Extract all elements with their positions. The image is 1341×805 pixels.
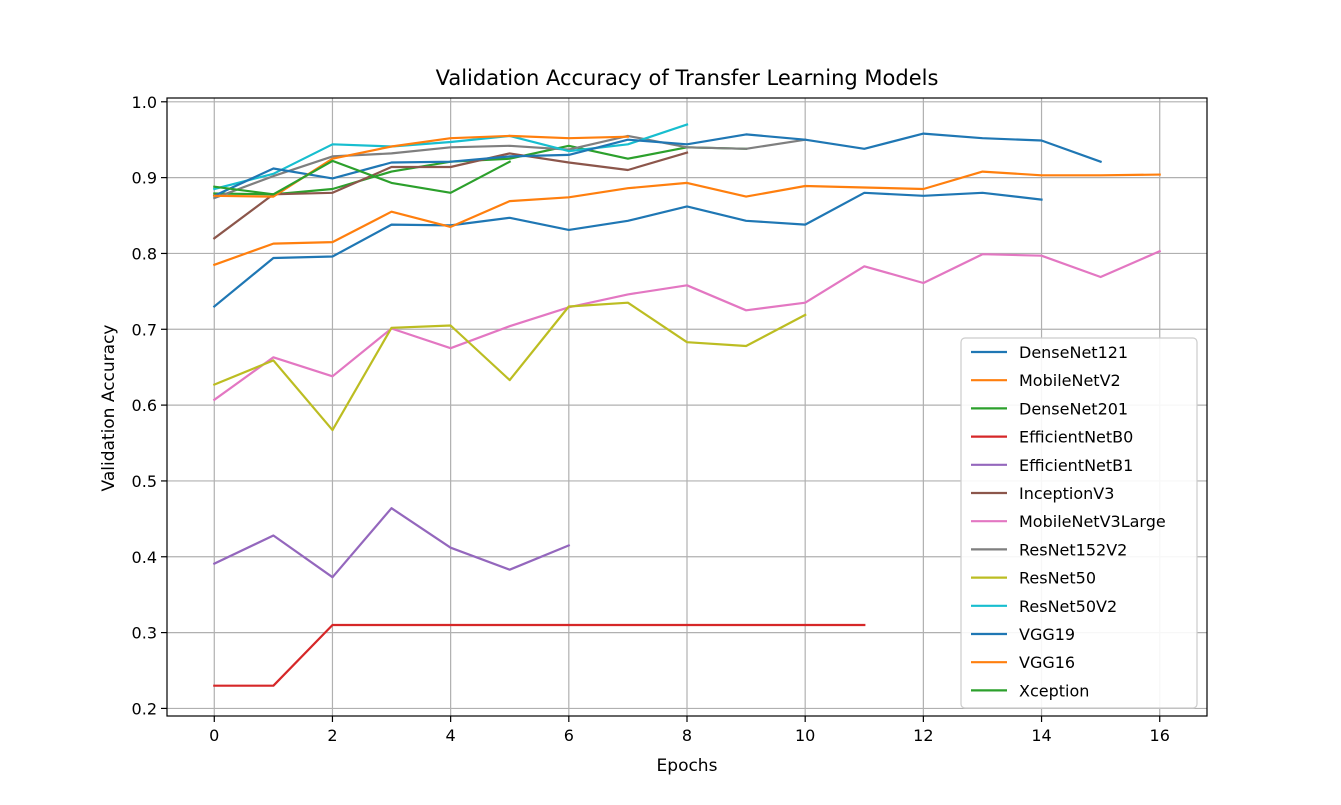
series-line-vgg16	[213, 134, 630, 198]
legend-label-efficientnetb0: EfficientNetB0	[1019, 428, 1133, 447]
legend-label-resnet50: ResNet50	[1019, 569, 1096, 588]
legend-label-xception: Xception	[1019, 681, 1089, 700]
legend-label-resnet50v2: ResNet50V2	[1019, 597, 1117, 616]
series-line-vgg19	[212, 132, 1103, 198]
x-tick-label: 2	[327, 726, 337, 745]
series-line-efficientnetb1	[212, 507, 571, 579]
series-line-xception	[213, 159, 512, 196]
series-line-mobilenetv2	[212, 170, 1161, 267]
series-line-densenet121	[212, 191, 1043, 309]
y-tick-label: 0.7	[132, 320, 157, 339]
y-tick-label: 0.6	[132, 396, 157, 415]
x-axis-label: Epochs	[657, 756, 718, 776]
legend-label-vgg16: VGG16	[1019, 653, 1075, 672]
series-line-resnet50v2	[212, 123, 689, 191]
legend-label-inceptionv3: InceptionV3	[1019, 484, 1114, 503]
y-tick-label: 0.3	[132, 624, 157, 643]
legend-label-efficientnetb1: EfficientNetB1	[1019, 456, 1133, 475]
axis-ticks: 0 2 4 6 8 10 12 14 16 0.2 0.3 0.4 0.5 0.6 0.7 0.8 0.9 1.0	[132, 93, 1170, 745]
y-axis-label: Validation Accuracy	[99, 325, 119, 492]
x-tick-label: 14	[1031, 726, 1051, 745]
series-line-resnet152v2	[212, 134, 807, 200]
y-tick-label: 0.2	[132, 699, 157, 718]
x-tick-label: 6	[564, 726, 574, 745]
x-tick-label: 12	[913, 726, 933, 745]
y-tick-label: 1.0	[132, 93, 157, 112]
legend-label-densenet121: DenseNet121	[1019, 343, 1128, 362]
series-line-inceptionv3	[212, 151, 689, 240]
legend-box	[960, 337, 1198, 709]
x-tick-label: 10	[795, 726, 815, 745]
legend-label-vgg19: VGG19	[1019, 625, 1075, 644]
x-tick-label: 0	[209, 726, 219, 745]
x-tick-label: 8	[682, 726, 692, 745]
series-line-mobilenetv3large	[212, 249, 1162, 402]
y-tick-label: 0.4	[132, 548, 157, 567]
chart-title: Validation Accuracy of Transfer Learning…	[436, 66, 939, 90]
legend-label-resnet152v2: ResNet152V2	[1019, 540, 1127, 559]
series-lines	[212, 123, 1162, 687]
legend: DenseNet121 MobileNetV2 DenseNet201 Efficie…	[960, 337, 1198, 709]
legend-label-densenet201: DenseNet201	[1019, 399, 1128, 418]
y-tick-label: 0.9	[132, 169, 157, 188]
legend-label-mobilenetv3large: MobileNetV3Large	[1019, 512, 1166, 531]
y-tick-label: 0.5	[132, 472, 157, 491]
x-tick-label: 4	[446, 726, 456, 745]
series-line-resnet50	[212, 301, 807, 432]
series-line-efficientnetb0	[213, 623, 866, 687]
legend-label-mobilenetv2: MobileNetV2	[1019, 371, 1121, 390]
y-tick-label: 0.8	[132, 244, 157, 263]
x-tick-label: 16	[1150, 726, 1170, 745]
